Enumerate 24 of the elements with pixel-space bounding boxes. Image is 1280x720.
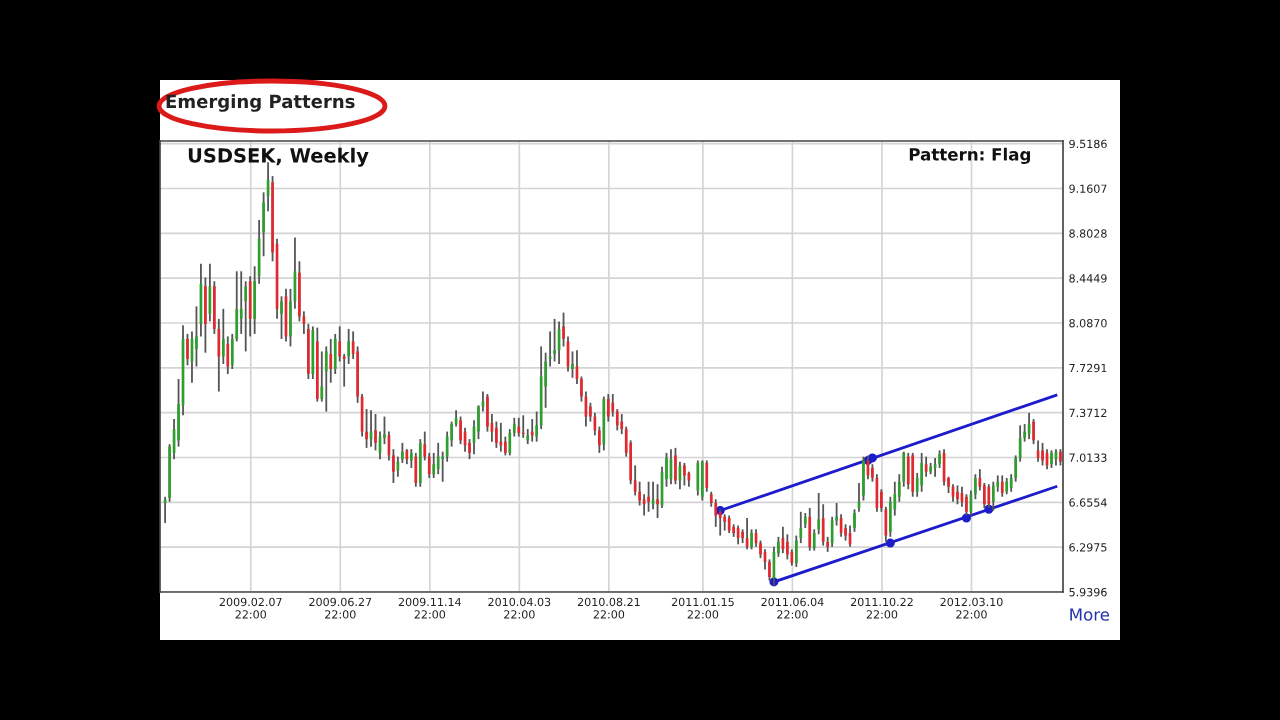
x-tick-label: 2009.02.07 22:00	[219, 597, 282, 619]
y-tick-label: 8.8028	[1069, 229, 1107, 238]
y-tick-label: 7.7291	[1069, 363, 1107, 373]
y-tick-label: 9.5186	[1069, 139, 1107, 149]
y-tick-label: 9.1607	[1069, 184, 1107, 193]
y-tick-label: 8.4449	[1069, 274, 1107, 283]
x-tick-label: 2009.11.14 22:00	[398, 597, 462, 619]
y-tick-label: 5.9396	[1069, 587, 1107, 597]
chart-title: USDSEK, Weekly	[188, 147, 369, 167]
x-tick-label: 2012.03.10 22:00	[940, 597, 1003, 619]
text: More	[1070, 608, 1110, 621]
x-tick-label: 2011.06.04 22:00	[761, 597, 824, 619]
y-tick-label: 7.0133	[1069, 453, 1107, 462]
y-tick-label: 6.2975	[1069, 543, 1107, 552]
y-tick-label: 6.6554	[1069, 498, 1107, 507]
y-tick-label: 8.0870	[1069, 318, 1107, 328]
annotation: Pattern: Flag	[909, 147, 1030, 165]
text: Emerging Patterns	[166, 94, 355, 112]
x-tick-label: 2011.01.15 22:00	[671, 597, 734, 619]
x-tick-label: 2009.06.27 22:00	[309, 597, 372, 619]
x-tick-label: 2010.04.03 22:00	[488, 597, 551, 619]
y-tick-label: 7.3712	[1069, 408, 1107, 418]
x-tick-label: 2010.08.21 22:00	[577, 597, 640, 619]
x-tick-label: 2011.10.22 22:00	[850, 597, 913, 619]
